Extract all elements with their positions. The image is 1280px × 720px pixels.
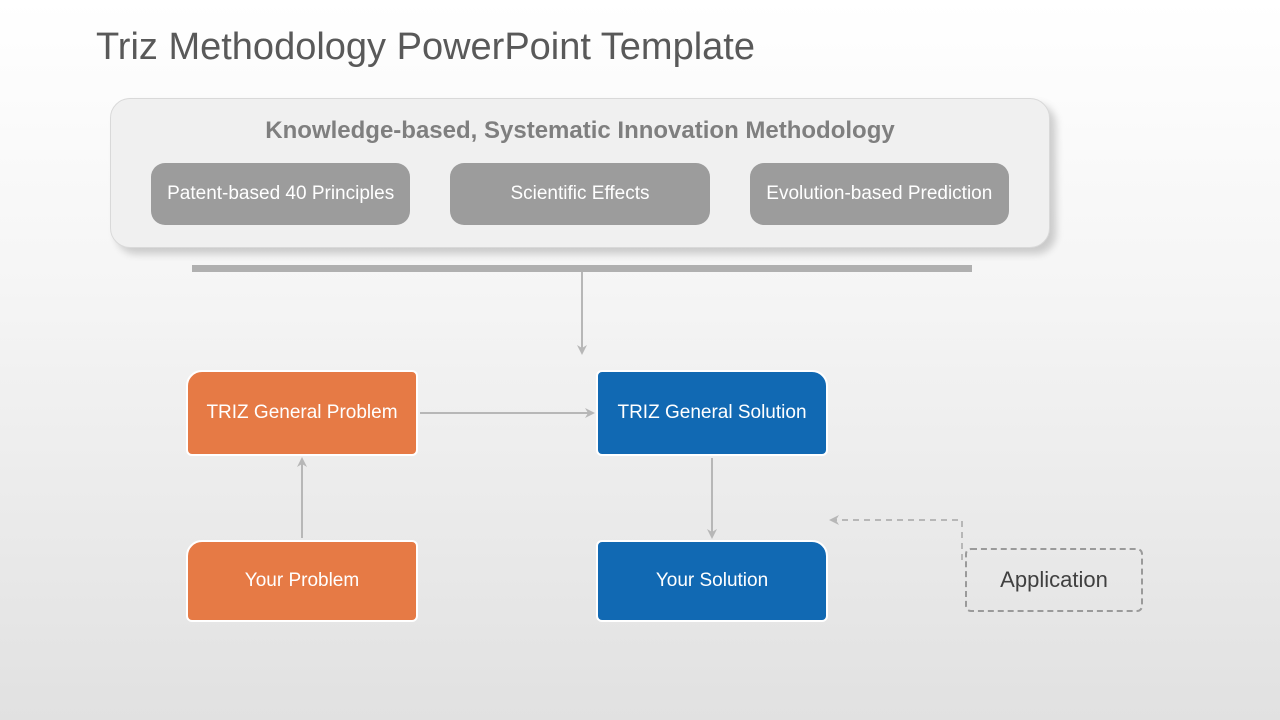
pill-principles: Patent-based 40 Principles (151, 163, 410, 225)
panel-heading: Knowledge-based, Systematic Innovation M… (151, 117, 1009, 145)
pill-row: Patent-based 40 Principles Scientific Ef… (151, 163, 1009, 225)
node-triz-solution: TRIZ General Solution (596, 370, 828, 456)
under-panel-bar (192, 265, 972, 272)
node-triz-problem: TRIZ General Problem (186, 370, 418, 456)
arrow-app-to-solution (832, 520, 962, 560)
pill-effects: Scientific Effects (450, 163, 709, 225)
pill-evolution: Evolution-based Prediction (750, 163, 1009, 225)
slide-title: Triz Methodology PowerPoint Template (96, 26, 755, 69)
knowledge-panel: Knowledge-based, Systematic Innovation M… (110, 98, 1050, 248)
node-your-problem: Your Problem (186, 540, 418, 622)
node-your-solution: Your Solution (596, 540, 828, 622)
application-box: Application (965, 548, 1143, 612)
